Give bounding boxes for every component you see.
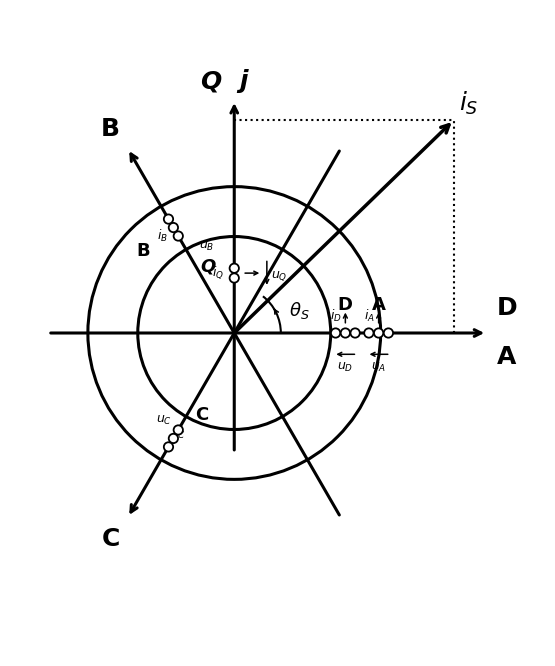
Text: $i_A$: $i_A$ <box>365 308 375 324</box>
Text: Q: Q <box>200 69 221 93</box>
Text: D: D <box>497 296 518 320</box>
Text: Q: Q <box>200 258 216 276</box>
Circle shape <box>331 328 340 338</box>
Text: D: D <box>338 296 353 314</box>
Text: $i_Q$: $i_Q$ <box>212 265 224 282</box>
Circle shape <box>374 328 384 338</box>
Text: $u_C$: $u_C$ <box>156 414 172 426</box>
Circle shape <box>164 214 173 224</box>
Circle shape <box>230 264 239 273</box>
Circle shape <box>351 328 360 338</box>
Text: j: j <box>240 69 248 93</box>
Circle shape <box>341 328 350 338</box>
Text: $\theta_S$: $\theta_S$ <box>289 300 310 321</box>
Text: $u_B$: $u_B$ <box>199 240 214 252</box>
Text: $u_D$: $u_D$ <box>337 361 354 374</box>
Text: C: C <box>102 527 120 551</box>
Text: $u_Q$: $u_Q$ <box>271 270 287 283</box>
Circle shape <box>364 328 374 338</box>
Text: $u_A$: $u_A$ <box>371 361 386 374</box>
Circle shape <box>230 273 239 282</box>
Circle shape <box>174 231 183 240</box>
Text: A: A <box>372 296 386 314</box>
Circle shape <box>169 223 178 232</box>
Circle shape <box>164 442 173 452</box>
Text: C: C <box>195 406 208 424</box>
Text: $i_S$: $i_S$ <box>459 89 478 117</box>
Circle shape <box>174 426 183 435</box>
Circle shape <box>384 328 393 338</box>
Text: B: B <box>137 242 150 260</box>
Text: B: B <box>101 117 120 141</box>
Text: $i_C$: $i_C$ <box>174 425 185 441</box>
Text: $i_D$: $i_D$ <box>330 308 342 324</box>
Text: A: A <box>497 345 517 369</box>
Circle shape <box>169 434 178 443</box>
Text: $i_B$: $i_B$ <box>157 228 168 244</box>
